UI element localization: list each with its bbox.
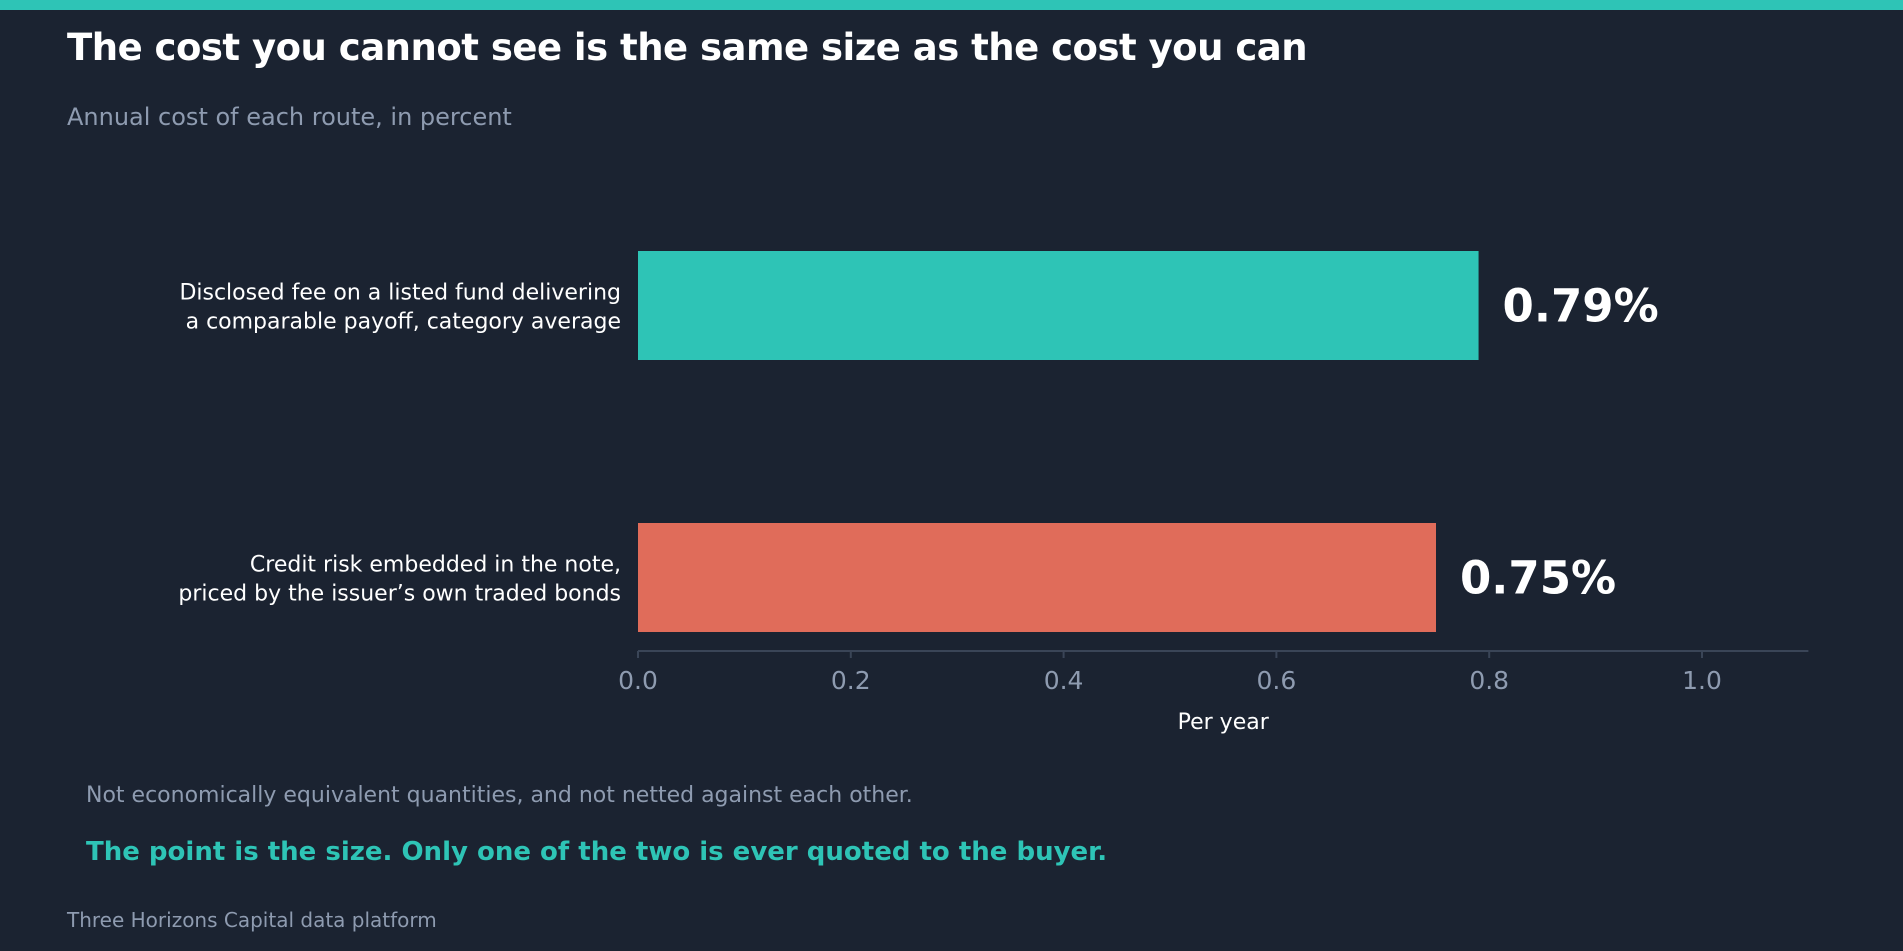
category-label-2-line-2: priced by the issuer’s own traded bonds [178, 582, 621, 607]
category-label-1-line-1: Disclosed fee on a listed fund deliverin… [179, 281, 621, 306]
bar-chart: Disclosed fee on a listed fund deliverin… [178, 251, 1809, 735]
x-axis-title: Per year [1178, 710, 1270, 735]
x-tick-label-2: 0.2 [831, 666, 871, 695]
category-labels: Disclosed fee on a listed fund deliverin… [178, 281, 621, 607]
x-tick-label-1: 0.0 [618, 666, 658, 695]
x-tick-label-4: 0.6 [1257, 666, 1297, 695]
category-label-2-line-1: Credit risk embedded in the note, [250, 553, 621, 578]
bar-2 [638, 523, 1436, 632]
source-credit: Three Horizons Capital data platform [67, 908, 437, 932]
takeaway-text: The point is the size. Only one of the t… [86, 837, 1108, 867]
value-labels: 0.79% 0.75% [1460, 280, 1659, 605]
chart-title: The cost you cannot see is the same size… [67, 26, 1308, 69]
value-label-1: 0.79% [1503, 280, 1659, 333]
x-tick-label-6: 1.0 [1682, 666, 1722, 695]
category-label-1-line-2: a comparable payoff, category average [186, 310, 621, 335]
bars-layer [638, 251, 1479, 632]
bar-1 [638, 251, 1479, 360]
x-axis-ticks: 0.0 0.2 0.4 0.6 0.8 1.0 [618, 651, 1722, 695]
value-label-2: 0.75% [1460, 552, 1616, 605]
chart-subtitle: Annual cost of each route, in percent [67, 103, 512, 131]
x-tick-label-5: 0.8 [1469, 666, 1509, 695]
x-tick-label-3: 0.4 [1044, 666, 1084, 695]
top-accent-stripe [0, 0, 1903, 10]
footnote: Not economically equivalent quantities, … [86, 783, 913, 808]
